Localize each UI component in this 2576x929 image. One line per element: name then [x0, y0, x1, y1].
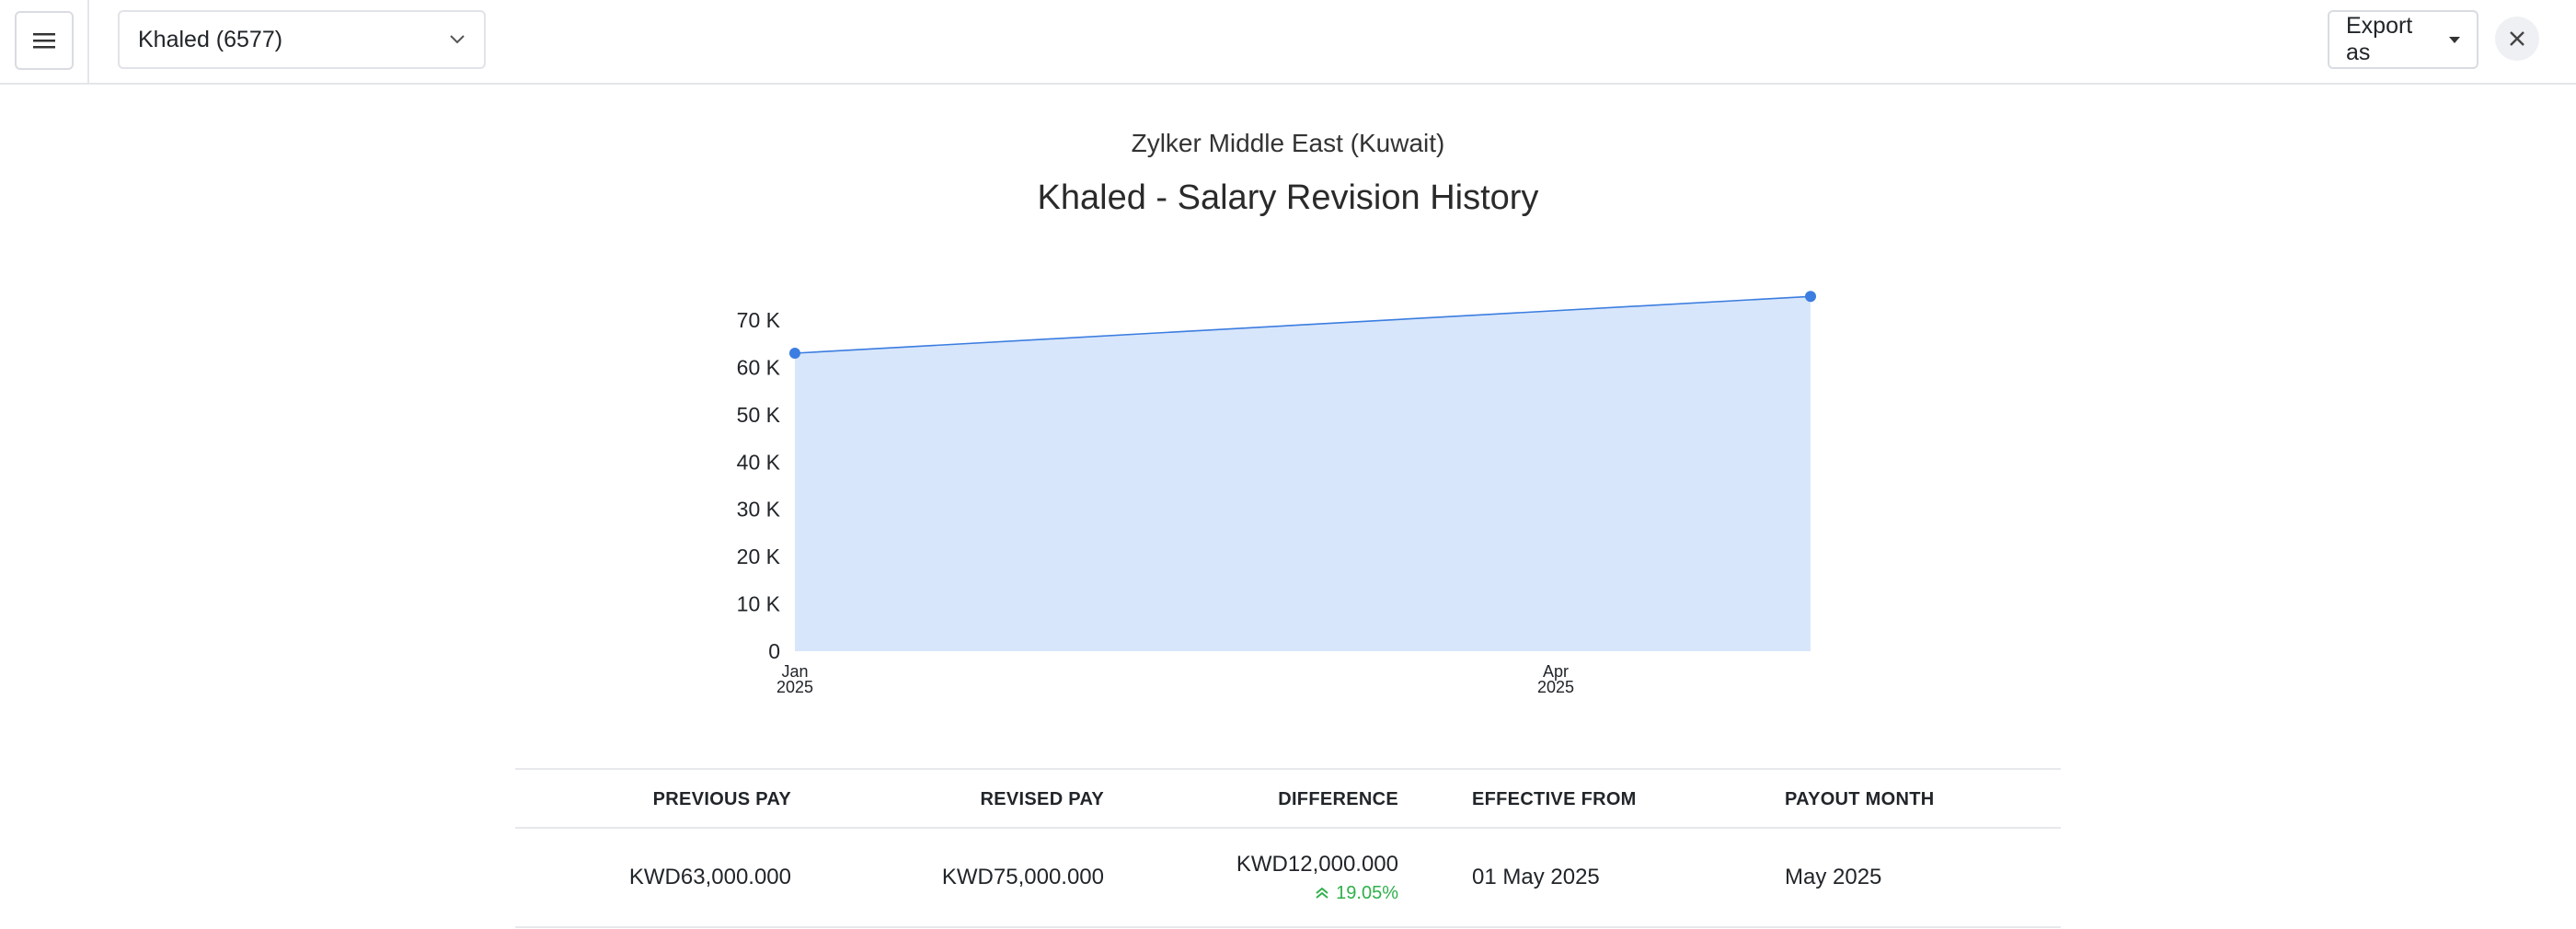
difference-value: KWD12,000.000	[1236, 851, 1398, 877]
difference-percent: 19.05%	[1314, 883, 1398, 904]
header-effective-from: EFFECTIVE FROM	[1472, 789, 1637, 809]
y-tick-label: 0	[768, 639, 780, 663]
data-point	[789, 348, 800, 359]
cell-revised-pay: KWD75,000.000	[883, 829, 1104, 926]
salary-chart: 010 K20 K30 K40 K50 K60 K70 KJan2025Apr2…	[737, 291, 1816, 696]
divider	[87, 0, 89, 85]
caret-down-icon	[2449, 36, 2460, 43]
y-tick-label: 50 K	[737, 403, 781, 427]
y-tick-label: 30 K	[737, 498, 781, 522]
series-line	[794, 295, 1811, 354]
header-difference: DIFFERENCE	[1278, 789, 1398, 809]
hamburger-icon	[33, 33, 55, 49]
menu-button[interactable]	[15, 11, 74, 70]
y-tick-label: 10 K	[737, 592, 781, 616]
effective-from-value: 01 May 2025	[1472, 865, 1600, 889]
x-tick-label: Jan	[781, 662, 808, 681]
header-payout-month: PAYOUT MONTH	[1785, 789, 1935, 809]
cell-difference: KWD12,000.000 19.05%	[1159, 829, 1398, 926]
header-previous-pay: PREVIOUS PAY	[652, 789, 791, 809]
data-point	[1805, 291, 1816, 303]
previous-pay-value: KWD63,000.000	[628, 865, 791, 889]
revision-table: PREVIOUS PAY REVISED PAY DIFFERENCE EFFE…	[515, 768, 2061, 928]
top-bar: Khaled (6577) Export as	[0, 0, 2576, 85]
export-button-label: Export as	[2346, 13, 2413, 65]
report-title: Khaled - Salary Revision History	[1037, 178, 1539, 217]
x-tick-label: 2025	[1537, 678, 1574, 696]
difference-percent-value: 19.05%	[1336, 882, 1398, 903]
export-button[interactable]: Export as	[2328, 10, 2478, 69]
area-fill	[795, 296, 1811, 651]
table-row: KWD63,000.000 KWD75,000.000 KWD12,000.00…	[515, 829, 2061, 928]
employee-select-value: Khaled (6577)	[138, 26, 283, 52]
header-revised-pay: REVISED PAY	[980, 789, 1104, 809]
employee-select[interactable]: Khaled (6577)	[118, 10, 486, 69]
organization-name: Zylker Middle East (Kuwait)	[1131, 129, 1445, 157]
y-tick-label: 70 K	[737, 308, 781, 332]
y-tick-label: 20 K	[737, 545, 781, 568]
cell-payout-month: May 2025	[1785, 829, 2006, 926]
increase-arrow-icon	[1316, 887, 1328, 899]
chevron-down-icon	[450, 35, 465, 44]
cell-effective-from: 01 May 2025	[1472, 829, 1693, 926]
close-icon	[2510, 31, 2524, 46]
y-tick-label: 40 K	[737, 450, 781, 474]
x-tick-label: Apr	[1543, 662, 1569, 681]
y-tick-label: 60 K	[737, 355, 781, 379]
table-header-row: PREVIOUS PAY REVISED PAY DIFFERENCE EFFE…	[515, 768, 2061, 829]
payout-month-value: May 2025	[1785, 865, 1882, 889]
cell-previous-pay: KWD63,000.000	[570, 829, 791, 926]
close-button[interactable]	[2495, 17, 2539, 61]
revised-pay-value: KWD75,000.000	[941, 865, 1104, 889]
x-tick-label: 2025	[776, 678, 813, 696]
